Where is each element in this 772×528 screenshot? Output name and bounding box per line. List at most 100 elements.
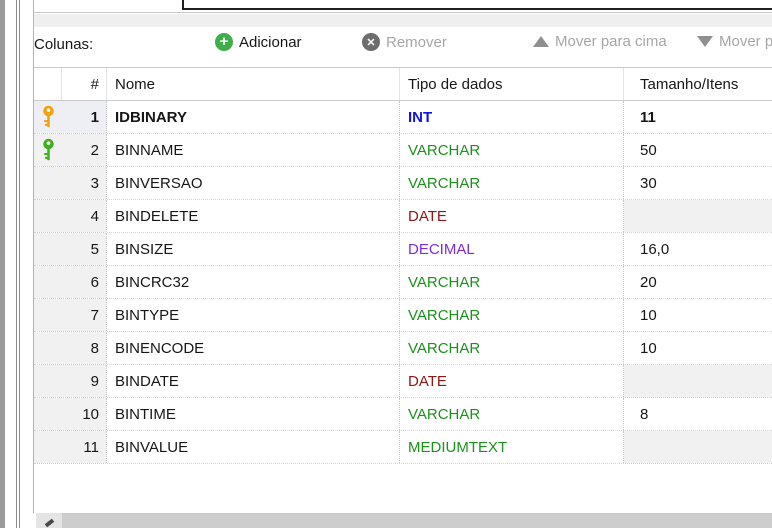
datatype-cell[interactable]: VARCHAR	[400, 134, 624, 166]
table-row[interactable]: 5 BINSIZE DECIMAL 16,0	[34, 233, 772, 266]
panel-left-border	[33, 0, 34, 513]
table-row[interactable]: 7 BINTYPE VARCHAR 10	[34, 299, 772, 332]
triangle-up-icon	[533, 36, 549, 47]
datatype-cell[interactable]: MEDIUMTEXT	[400, 431, 624, 463]
size-cell[interactable]: 11	[640, 108, 656, 126]
upper-grid-corner	[182, 0, 772, 10]
size-cell[interactable]	[624, 200, 772, 232]
key-cell	[34, 299, 62, 331]
key-cell	[34, 134, 62, 166]
row-number-cell[interactable]: 1	[62, 101, 107, 133]
add-column-label: Adicionar	[239, 33, 302, 51]
datatype-cell[interactable]: VARCHAR	[400, 167, 624, 199]
header-key-column[interactable]	[34, 68, 62, 100]
key-cell	[34, 200, 62, 232]
upper-panel-fragment	[34, 0, 772, 13]
row-number-cell[interactable]: 5	[62, 233, 107, 265]
row-number-cell[interactable]: 8	[62, 332, 107, 364]
datatype-cell[interactable]: VARCHAR	[400, 398, 624, 430]
size-cell[interactable]: 8	[640, 405, 649, 423]
window-edge-strip	[0, 0, 5, 528]
edit-mark-icon	[44, 518, 55, 528]
column-name-cell[interactable]: BINNAME	[107, 134, 400, 166]
column-name-cell[interactable]: BINTYPE	[107, 299, 400, 331]
move-down-button[interactable]: Mover para baixo	[697, 33, 772, 50]
grid-header-row: # Nome Tipo de dados Tamanho/Itens	[34, 68, 772, 101]
key-cell	[34, 101, 62, 133]
datatype-cell[interactable]: VARCHAR	[400, 332, 624, 364]
row-number-cell[interactable]: 9	[62, 365, 107, 397]
size-cell[interactable]: 50	[640, 141, 657, 159]
plus-circle-icon: +	[215, 33, 233, 51]
columns-toolbar: Colunas: + Adicionar ✕ Remover Mover par…	[34, 27, 772, 65]
datatype-cell[interactable]: DATE	[400, 365, 624, 397]
key-cell	[34, 398, 62, 430]
index-key-icon	[42, 138, 54, 161]
table-row[interactable]: 3 BINVERSAO VARCHAR 30	[34, 167, 772, 200]
row-number-cell[interactable]: 2	[62, 134, 107, 166]
row-number-cell[interactable]: 7	[62, 299, 107, 331]
header-number[interactable]: #	[62, 68, 107, 100]
column-name-cell[interactable]: BINENCODE	[107, 332, 400, 364]
size-cell[interactable]: 20	[640, 273, 657, 291]
column-name-cell[interactable]: BINSIZE	[107, 233, 400, 265]
table-row[interactable]: 1 IDBINARY INT 11	[34, 101, 772, 134]
column-name-cell[interactable]: BINVALUE	[107, 431, 400, 463]
triangle-down-icon	[697, 36, 713, 47]
splitter-line-left[interactable]	[16, 0, 17, 528]
key-cell	[34, 431, 62, 463]
datatype-cell[interactable]: INT	[400, 101, 624, 133]
columns-grid: # Nome Tipo de dados Tamanho/Itens 1 IDB…	[34, 67, 772, 513]
splitter-line-right[interactable]	[19, 0, 20, 528]
size-cell[interactable]	[624, 431, 772, 463]
size-cell[interactable]: 10	[640, 339, 657, 357]
bottom-corner-button[interactable]	[36, 513, 62, 528]
table-row[interactable]: 4 BINDELETE DATE	[34, 200, 772, 233]
row-number-cell[interactable]: 4	[62, 200, 107, 232]
size-cell[interactable]: 16,0	[640, 240, 670, 258]
size-cell[interactable]	[624, 365, 772, 397]
move-up-label: Mover para cima	[555, 33, 667, 50]
table-row[interactable]: 11 BINVALUE MEDIUMTEXT	[34, 431, 772, 464]
datatype-cell[interactable]: VARCHAR	[400, 266, 624, 298]
key-cell	[34, 167, 62, 199]
key-cell	[34, 365, 62, 397]
move-up-button[interactable]: Mover para cima	[533, 33, 667, 50]
panel-gap-band	[34, 14, 772, 27]
table-row[interactable]: 10 BINTIME VARCHAR 8	[34, 398, 772, 431]
column-name-cell[interactable]: BINDELETE	[107, 200, 400, 232]
size-cell[interactable]: 30	[640, 174, 657, 192]
header-name[interactable]: Nome	[107, 68, 400, 100]
table-row[interactable]: 2 BINNAME VARCHAR 50	[34, 134, 772, 167]
datatype-cell[interactable]: DECIMAL	[400, 233, 624, 265]
column-name-cell[interactable]: IDBINARY	[107, 101, 400, 133]
header-datatype[interactable]: Tipo de dados	[400, 68, 624, 100]
table-row[interactable]: 8 BINENCODE VARCHAR 10	[34, 332, 772, 365]
primary-key-icon	[42, 105, 54, 128]
key-cell	[34, 332, 62, 364]
row-number-cell[interactable]: 3	[62, 167, 107, 199]
column-name-cell[interactable]: BINVERSAO	[107, 167, 400, 199]
column-name-cell[interactable]: BINCRC32	[107, 266, 400, 298]
key-cell	[34, 233, 62, 265]
size-cell[interactable]: 10	[640, 306, 657, 324]
row-number-cell[interactable]: 10	[62, 398, 107, 430]
table-row[interactable]: 6 BINCRC32 VARCHAR 20	[34, 266, 772, 299]
column-name-cell[interactable]: BINDATE	[107, 365, 400, 397]
horizontal-scrollbar[interactable]	[62, 513, 772, 528]
x-circle-icon: ✕	[362, 33, 380, 51]
datatype-cell[interactable]: VARCHAR	[400, 299, 624, 331]
add-column-button[interactable]: + Adicionar	[215, 33, 302, 51]
table-row[interactable]: 9 BINDATE DATE	[34, 365, 772, 398]
row-number-cell[interactable]: 6	[62, 266, 107, 298]
row-number-cell[interactable]: 11	[62, 431, 107, 463]
remove-column-label: Remover	[386, 33, 447, 51]
key-cell	[34, 266, 62, 298]
datatype-cell[interactable]: DATE	[400, 200, 624, 232]
column-name-cell[interactable]: BINTIME	[107, 398, 400, 430]
columns-label: Colunas:	[34, 36, 94, 53]
table-body: 1 IDBINARY INT 11 2 BINNAME VARCHAR 50	[34, 101, 772, 464]
header-size[interactable]: Tamanho/Itens	[640, 75, 739, 93]
remove-column-button[interactable]: ✕ Remover	[362, 33, 447, 51]
move-down-label: Mover para baixo	[719, 33, 772, 50]
